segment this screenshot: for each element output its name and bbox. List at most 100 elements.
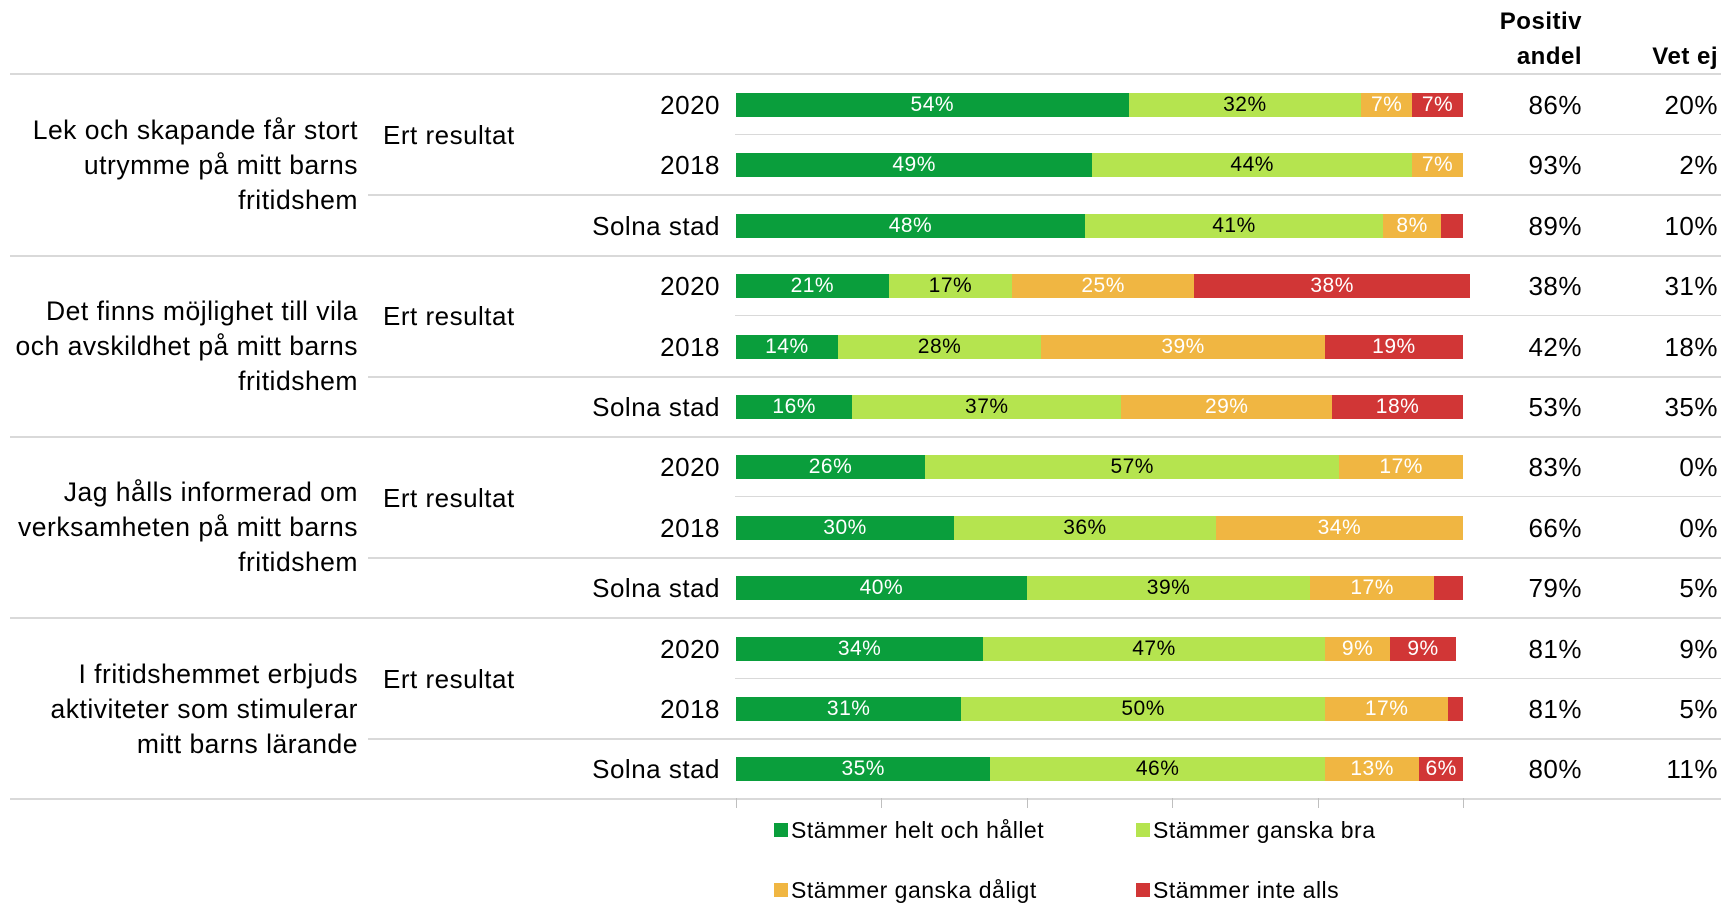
data-label: 9% bbox=[1341, 636, 1374, 660]
bar-segment: 57% bbox=[925, 455, 1340, 480]
bar-segment: 25% bbox=[1012, 274, 1194, 299]
legend-swatch bbox=[774, 823, 788, 837]
separator bbox=[10, 254, 1721, 257]
separator bbox=[735, 134, 1721, 135]
bar-segment: 32% bbox=[1128, 93, 1362, 117]
bar-segment: 17% bbox=[1339, 455, 1463, 480]
separator bbox=[10, 798, 1721, 801]
group-label: Ert resultat bbox=[383, 663, 515, 694]
row-label: 2018 bbox=[660, 694, 720, 724]
bar-segment: 40% bbox=[736, 576, 1027, 601]
bar-segment: 34% bbox=[736, 636, 984, 661]
data-label: 28% bbox=[917, 334, 962, 358]
question-label: Jag hålls informerad om verksamheten på … bbox=[18, 477, 358, 578]
bar-segment: 26% bbox=[736, 455, 926, 480]
data-label: 44% bbox=[1230, 153, 1274, 177]
data-label: 32% bbox=[1223, 93, 1267, 116]
row-label: 2018 bbox=[660, 150, 720, 181]
separator bbox=[368, 556, 1721, 559]
column-header: Positiv andel bbox=[1499, 8, 1582, 70]
separator bbox=[368, 194, 1721, 197]
x-tick bbox=[736, 798, 737, 809]
legend-item: Stämmer ganska dåligt bbox=[774, 875, 1037, 905]
group-label: Ert resultat bbox=[383, 301, 515, 332]
column-value: 86% bbox=[1528, 90, 1582, 120]
x-tick bbox=[1463, 798, 1464, 809]
separator bbox=[735, 315, 1721, 317]
legend-item: Stämmer helt och hållet bbox=[774, 815, 1044, 845]
bar-segment: 49% bbox=[736, 153, 1093, 178]
column-value: 81% bbox=[1528, 694, 1582, 724]
bar-segment bbox=[1441, 213, 1463, 238]
bar-segment: 35% bbox=[736, 757, 991, 782]
data-label: 36% bbox=[1063, 515, 1107, 539]
data-label: 29% bbox=[1204, 395, 1249, 418]
row-label: Solna stad bbox=[592, 573, 720, 604]
column-value: 5% bbox=[1679, 573, 1718, 604]
row-label: 2020 bbox=[660, 271, 720, 302]
bar-segment: 7% bbox=[1412, 93, 1463, 117]
bar-segment: 17% bbox=[888, 274, 1013, 299]
legend-item: Stämmer inte alls bbox=[1136, 875, 1339, 905]
data-label: 39% bbox=[1161, 334, 1205, 358]
data-label: 17% bbox=[928, 274, 973, 298]
bar-segment: 9% bbox=[1324, 636, 1391, 661]
data-label: 35% bbox=[841, 757, 885, 781]
data-label: 7% bbox=[1370, 93, 1403, 116]
row-label: 2020 bbox=[660, 633, 720, 664]
data-label: 39% bbox=[1146, 576, 1191, 600]
legend-label: Stämmer ganska bra bbox=[1153, 817, 1376, 843]
bar-segment: 39% bbox=[1026, 576, 1311, 601]
bar-segment: 7% bbox=[1412, 153, 1463, 178]
bar-segment: 46% bbox=[990, 757, 1325, 782]
column-value: 10% bbox=[1664, 210, 1718, 241]
data-label: 50% bbox=[1121, 697, 1165, 720]
column-value: 2% bbox=[1679, 150, 1718, 181]
data-label: 6% bbox=[1425, 757, 1457, 781]
column-value: 89% bbox=[1528, 210, 1582, 241]
separator bbox=[368, 738, 1721, 740]
bar-segment: 31% bbox=[736, 697, 962, 721]
data-label: 34% bbox=[1317, 515, 1362, 539]
data-label: 37% bbox=[965, 395, 1009, 418]
bar-segment: 19% bbox=[1324, 334, 1463, 359]
data-label: 17% bbox=[1364, 697, 1409, 720]
bar-segment: 17% bbox=[1324, 697, 1449, 721]
bar-segment: 18% bbox=[1332, 395, 1463, 419]
legend-swatch bbox=[1136, 823, 1150, 837]
data-label: 18% bbox=[1375, 395, 1420, 418]
data-label: 21% bbox=[790, 274, 835, 298]
data-label: 25% bbox=[1081, 274, 1125, 298]
bar-segment: 8% bbox=[1383, 213, 1442, 238]
data-label: 8% bbox=[1396, 213, 1428, 237]
column-value: 11% bbox=[1666, 754, 1718, 785]
data-label: 38% bbox=[1310, 274, 1354, 298]
column-value: 42% bbox=[1528, 331, 1582, 362]
separator bbox=[10, 73, 1721, 75]
question-label: I fritidshemmet erbjuds aktiviteter som … bbox=[50, 658, 358, 759]
bar-segment: 44% bbox=[1092, 153, 1413, 178]
x-tick bbox=[1026, 798, 1028, 809]
column-value: 0% bbox=[1679, 512, 1718, 543]
column-value: 93% bbox=[1528, 150, 1582, 181]
data-label: 14% bbox=[765, 334, 809, 358]
legend-swatch bbox=[1136, 883, 1150, 897]
column-value: 81% bbox=[1528, 633, 1582, 664]
bar-segment: 54% bbox=[736, 93, 1129, 117]
data-label: 30% bbox=[823, 515, 867, 539]
column-value: 31% bbox=[1664, 271, 1718, 302]
bar-segment: 37% bbox=[852, 395, 1122, 419]
data-label: 13% bbox=[1350, 757, 1394, 781]
data-label: 26% bbox=[808, 455, 853, 479]
bar-segment bbox=[1448, 697, 1463, 721]
separator bbox=[735, 677, 1721, 679]
data-label: 54% bbox=[910, 93, 955, 116]
data-label: 16% bbox=[772, 395, 816, 418]
column-value: 83% bbox=[1528, 452, 1582, 483]
separator bbox=[10, 617, 1721, 620]
bar-segment: 16% bbox=[736, 395, 853, 419]
bar-segment: 13% bbox=[1324, 757, 1420, 782]
legend-label: Stämmer ganska dåligt bbox=[791, 877, 1037, 903]
question-label: Lek och skapande får stort utrymme på mi… bbox=[32, 114, 358, 215]
